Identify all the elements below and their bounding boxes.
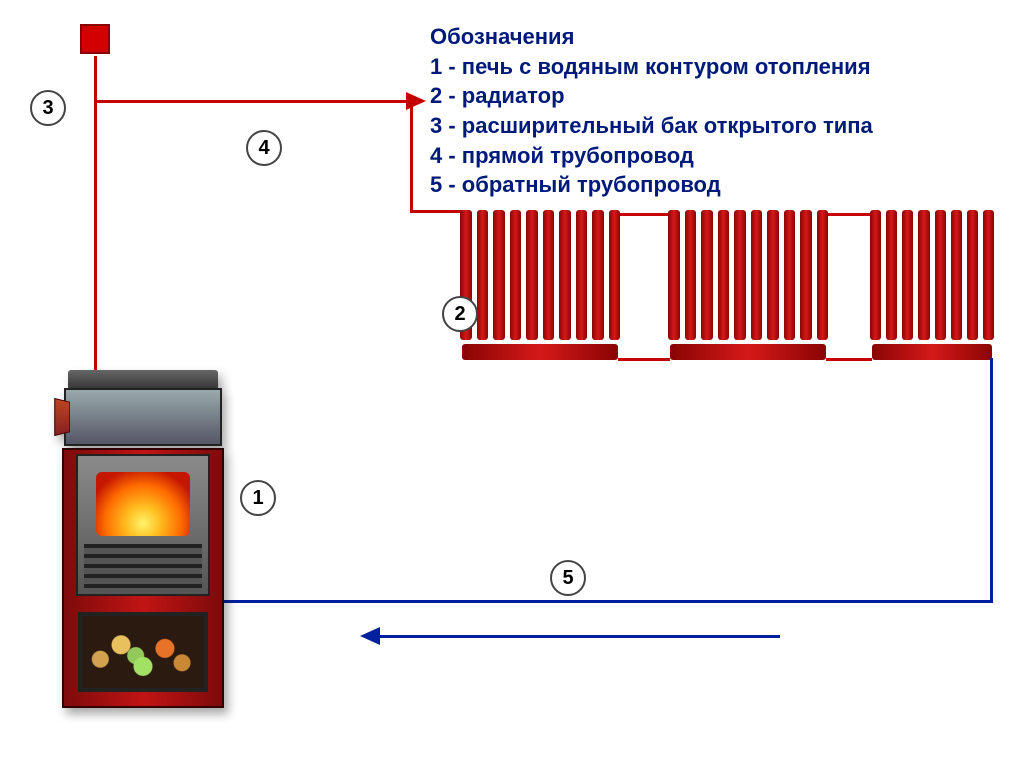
stove-door: [54, 398, 70, 436]
legend: Обозначения 1 - печь с водяным контуром …: [430, 22, 873, 200]
pipe-rad-feed: [410, 210, 462, 213]
marker-3: 3: [30, 90, 66, 126]
stove: [60, 370, 225, 710]
pipe-to-radiators: [410, 100, 413, 212]
pipe-rad-bridge-12: [618, 213, 670, 216]
pipe-rad-bottom-12: [618, 358, 670, 361]
fire-icon: [96, 472, 190, 536]
radiator-2: [668, 210, 828, 360]
marker-1: 1: [240, 480, 276, 516]
pipe-rad-bridge-23: [826, 213, 872, 216]
pipe-return-arrow-line: [380, 635, 780, 638]
stove-hood: [64, 388, 222, 446]
pipe-tank-drop: [94, 56, 97, 100]
pipe-rad-bottom-23: [826, 358, 872, 361]
marker-5: 5: [550, 560, 586, 596]
radiator-3: [870, 210, 994, 360]
stove-grate: [84, 544, 202, 588]
pipe-return-h: [222, 600, 993, 603]
legend-title: Обозначения: [430, 22, 873, 52]
supply-arrow-icon: [406, 92, 426, 110]
pipe-return-drop: [990, 358, 993, 603]
pipe-header-down: [94, 100, 97, 380]
legend-item-4: 4 - прямой трубопровод: [430, 141, 873, 171]
legend-item-1: 1 - печь с водяным контуром отопления: [430, 52, 873, 82]
pipe-header: [94, 100, 410, 103]
legend-item-2: 2 - радиатор: [430, 81, 873, 111]
stove-top: [68, 370, 218, 390]
marker-4: 4: [246, 130, 282, 166]
wood-storage: [78, 612, 208, 692]
marker-2: 2: [442, 296, 478, 332]
radiator-1: [460, 210, 620, 360]
return-arrow-icon: [360, 627, 380, 645]
expansion-tank: [80, 24, 110, 54]
legend-item-3: 3 - расширительный бак открытого типа: [430, 111, 873, 141]
legend-item-5: 5 - обратный трубопровод: [430, 170, 873, 200]
